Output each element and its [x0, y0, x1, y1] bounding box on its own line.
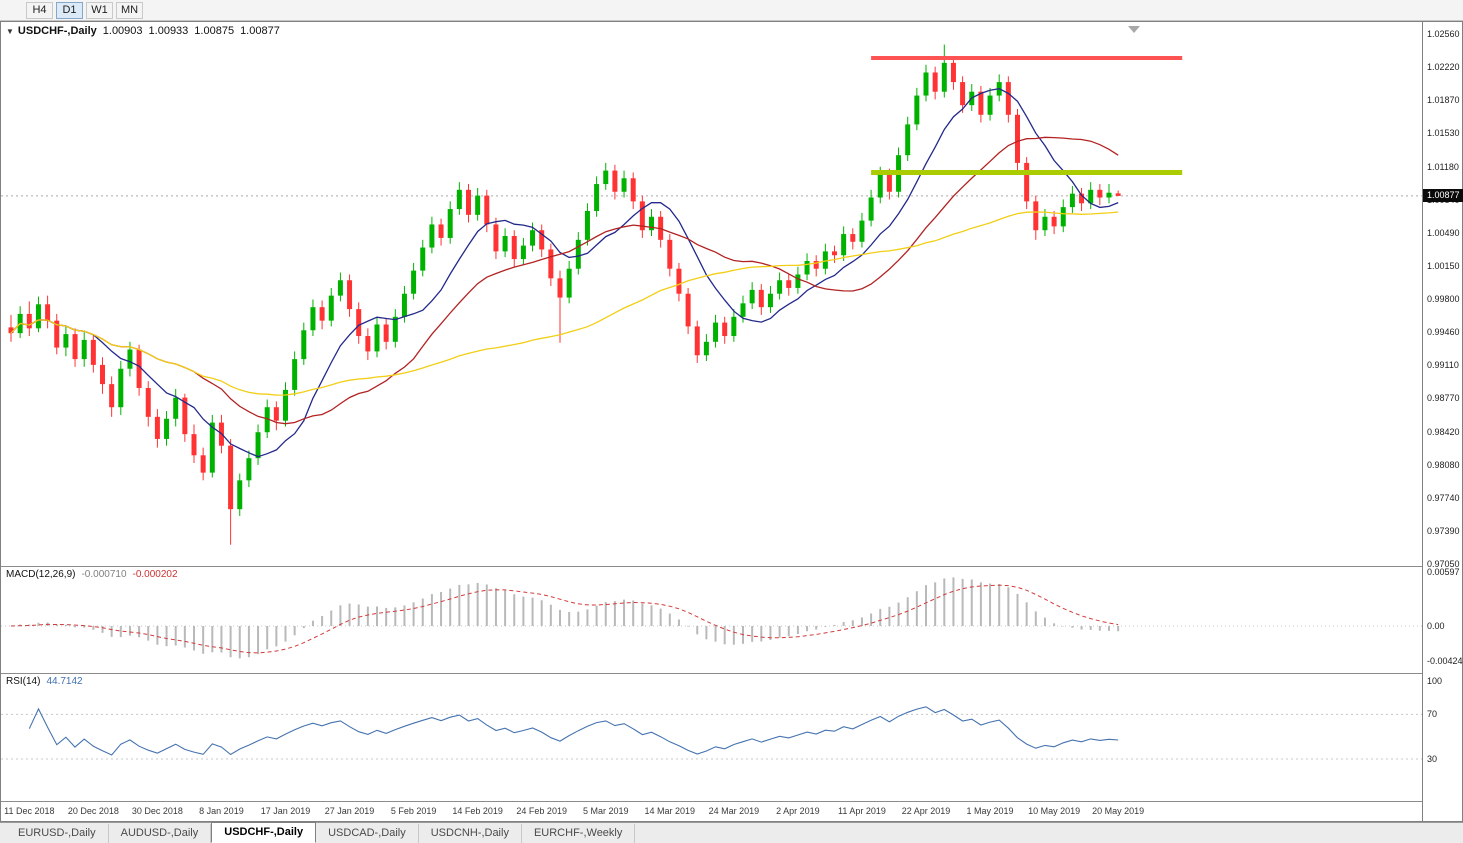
main-chart-canvas: [1, 26, 1422, 545]
tab-usdchf-daily[interactable]: USDCHF-,Daily: [211, 822, 317, 843]
price-axis-label: 1.00490: [1427, 227, 1460, 238]
timeframes-toolbar: H4 D1 W1 MN: [0, 0, 1463, 21]
rsi-label: RSI(14) 44.7142: [6, 676, 83, 687]
ma-9-line: [10, 88, 1119, 458]
price-axis-label: 0.99800: [1427, 294, 1460, 304]
price-axis-label: 0.99110: [1427, 360, 1459, 371]
date-axis-label: 2 Apr 2019: [776, 806, 820, 816]
price-axis-label: 0.98420: [1427, 426, 1460, 437]
date-axis-label: 17 Jan 2019: [260, 806, 311, 816]
date-axis-label: 11 Apr 2019: [838, 806, 886, 816]
ohlc-low: 1.00875: [194, 25, 235, 37]
price-axis-label: 1.02220: [1427, 62, 1460, 73]
one-click-trading-toggle-icon[interactable]: ▼: [6, 27, 14, 36]
price-axis-label: 1.01870: [1427, 95, 1460, 106]
rsi-canvas: [1, 706, 1422, 760]
ma-50-line: [10, 211, 1119, 396]
price-axis-label: 0.98770: [1427, 393, 1460, 404]
tab-eurusd-daily[interactable]: EURUSD-,Daily: [6, 824, 109, 843]
ma-21-line: [10, 136, 1119, 425]
date-axis-label: 8 Jan 2019: [199, 806, 244, 816]
chart-tabs-bar: EURUSD-,Daily AUDUSD-,Daily USDCHF-,Dail…: [0, 822, 1463, 843]
chart-symbol-label: USDCHF-,Daily: [17, 25, 97, 37]
date-axis-label: 27 Jan 2019: [324, 806, 375, 816]
panel-separator-macd-rsi[interactable]: [1, 673, 1422, 674]
date-axis-label: 22 Apr 2019: [901, 806, 951, 816]
date-axis-label: 24 Mar 2019: [708, 806, 760, 816]
price-axis-label: 0.97050: [1427, 559, 1460, 569]
macd-scale-zero: 0.00: [1427, 621, 1445, 631]
chart-legend: ▼ USDCHF-,Daily 1.00903 1.00933 1.00875 1.008…: [6, 25, 280, 37]
chart-window: ▼ USDCHF-,Daily 1.00903 1.00933 1.00875 1.008…: [0, 21, 1463, 822]
date-axis-label: 11 Dec 2018: [4, 806, 55, 816]
date-axis-label: 1 May 2019: [966, 806, 1014, 816]
ohlc-close: 1.00877: [240, 25, 280, 37]
macd-panel[interactable]: MACD(12,26,9) -0.000710 -0.000202: [1, 567, 1422, 673]
date-axis-label: 20 Dec 2018: [67, 806, 119, 816]
date-axis-label: 20 May 2019: [1092, 806, 1145, 816]
ohlc-high: 1.00933: [148, 25, 189, 37]
rsi-panel[interactable]: RSI(14) 44.7142: [1, 674, 1422, 801]
tab-usdcad-daily[interactable]: USDCAD-,Daily: [316, 824, 419, 843]
ohlc-open: 1.00903: [102, 25, 143, 37]
macd-label: MACD(12,26,9) -0.000710 -0.000202: [6, 569, 178, 580]
timeframe-mn-button[interactable]: MN: [116, 1, 143, 19]
macd-canvas: [1, 577, 1422, 659]
candlesticks-group: [8, 44, 1121, 545]
macd-signal-line: [10, 584, 1119, 654]
rsi-line: [28, 706, 1119, 756]
time-axis[interactable]: 11 Dec 2018 20 Dec 2018 30 Dec 2018 8 Jan 2…: [1, 802, 1422, 821]
date-axis-label: 10 May 2019: [1028, 806, 1081, 816]
price-axis-label: 0.98080: [1427, 459, 1460, 470]
tab-usdcnh-daily[interactable]: USDCNH-,Daily: [419, 824, 522, 843]
date-axis-label: 5 Feb 2019: [390, 806, 437, 816]
tab-audusd-daily[interactable]: AUDUSD-,Daily: [109, 824, 212, 843]
timeframe-h4-button[interactable]: H4: [26, 1, 53, 19]
date-axis-label: 5 Mar 2019: [582, 806, 629, 816]
panel-separator-rsi-dates[interactable]: [1, 801, 1422, 802]
tab-eurchf-weekly[interactable]: EURCHF-,Weekly: [522, 824, 636, 843]
date-axis-label: 30 Dec 2018: [131, 806, 183, 816]
macd-histogram: [19, 577, 1120, 659]
price-axis-label: 1.00150: [1427, 260, 1460, 271]
date-axis-label: 14 Feb 2019: [452, 806, 503, 816]
price-axis-label: 1.01180: [1427, 161, 1459, 172]
price-axis-label: 0.99460: [1427, 327, 1460, 338]
macd-signal-value: -0.000202: [132, 569, 178, 580]
price-axis-label: 1.01530: [1427, 128, 1460, 139]
chart-shift-marker-icon[interactable]: [1128, 26, 1140, 33]
timeframe-w1-button[interactable]: W1: [86, 1, 113, 19]
price-axis-label: 0.97740: [1427, 492, 1460, 503]
macd-scale-min: -0.004243: [1427, 656, 1463, 666]
price-axis-label: 1.02560: [1427, 29, 1460, 39]
rsi-scale-30: 30: [1427, 754, 1438, 764]
rsi-scale-100: 100: [1427, 676, 1443, 686]
date-axis-label: 24 Feb 2019: [516, 806, 567, 816]
panel-separator-main-macd[interactable]: [1, 566, 1422, 567]
main-chart-panel[interactable]: ▼ USDCHF-,Daily 1.00903 1.00933 1.00875 1.008…: [1, 22, 1422, 566]
rsi-scale-70: 70: [1427, 709, 1438, 719]
rsi-value: 44.7142: [46, 676, 83, 687]
date-axis-label: 14 Mar 2019: [644, 806, 696, 816]
timeframe-d1-button[interactable]: D1: [56, 1, 83, 19]
current-price-badge: 1.00877: [1423, 189, 1463, 202]
price-axis[interactable]: 0.00597 0.00 -0.004243 100 70 30 1.02560…: [1422, 22, 1463, 821]
price-axis-label: 0.97390: [1427, 525, 1460, 536]
macd-scale-max: 0.00597: [1427, 567, 1460, 577]
macd-main-value: -0.000710: [81, 569, 127, 580]
